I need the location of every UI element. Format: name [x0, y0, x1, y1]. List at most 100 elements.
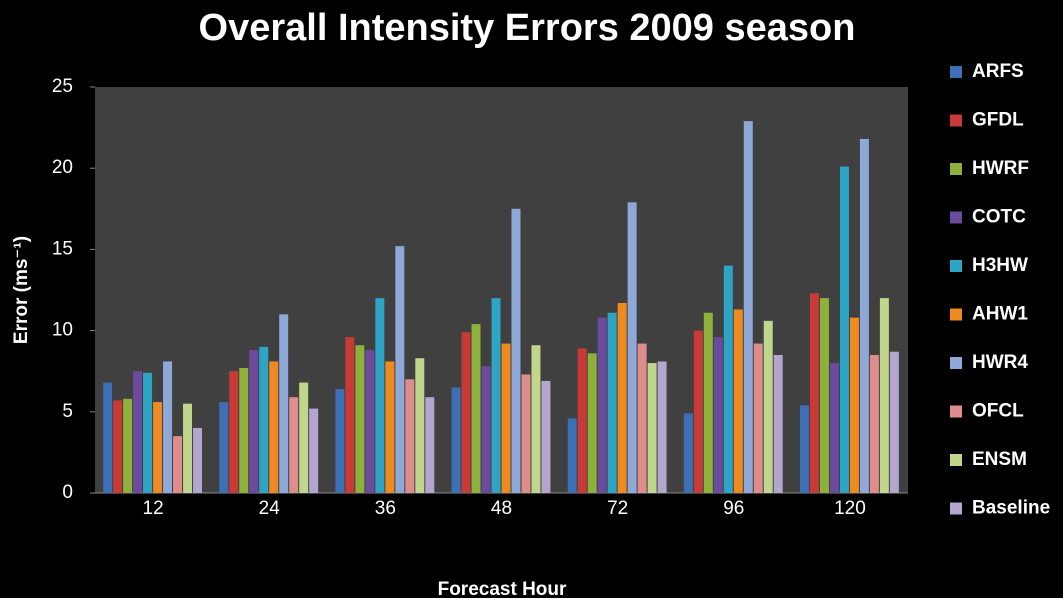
bar [249, 350, 259, 493]
bar [355, 345, 365, 493]
x-tick-label: 12 [143, 498, 164, 519]
bar [299, 382, 309, 493]
chart-title: Overall Intensity Errors 2009 season [199, 7, 856, 49]
bar [839, 166, 849, 494]
bar [123, 398, 133, 493]
y-tick-label: 25 [52, 76, 73, 97]
y-tick-label: 10 [52, 320, 73, 341]
bar [385, 361, 395, 493]
bar [743, 121, 753, 493]
bar [491, 298, 501, 493]
bar [501, 343, 511, 493]
bar [103, 382, 113, 493]
bar [471, 324, 481, 493]
bar [587, 353, 597, 493]
legend-swatch [950, 454, 962, 466]
bar [229, 371, 239, 493]
bar [279, 314, 289, 493]
legend-label: GFDL [972, 110, 1024, 131]
legend-swatch [950, 163, 962, 175]
bar [773, 354, 783, 493]
x-tick-label: 96 [723, 498, 744, 519]
bar [153, 402, 163, 493]
bar [451, 387, 461, 493]
bar [335, 389, 345, 493]
x-tick-label: 72 [607, 498, 628, 519]
bar [405, 379, 415, 493]
y-tick-label: 15 [52, 238, 73, 259]
legend-label: HWR4 [972, 352, 1028, 373]
legend-swatch [950, 211, 962, 224]
bar [193, 428, 203, 493]
legend-label: COTC [972, 207, 1026, 228]
bar [753, 343, 763, 493]
legend-swatch [950, 114, 962, 127]
bar [829, 363, 839, 493]
bar [879, 298, 889, 493]
x-tick-label: 120 [834, 498, 866, 519]
legend-swatch [950, 308, 962, 321]
bar [345, 337, 355, 493]
legend-label: AHW1 [972, 304, 1028, 325]
bar [531, 345, 541, 493]
bar [113, 400, 123, 493]
bar [809, 293, 819, 493]
bar [577, 348, 587, 493]
bar [799, 405, 809, 493]
legend-label: ARFS [972, 61, 1024, 82]
bar [617, 302, 627, 493]
bar [693, 330, 703, 493]
bar [647, 363, 657, 493]
bar [269, 361, 279, 493]
bar [713, 337, 723, 493]
bar [239, 367, 249, 493]
bar [461, 332, 471, 493]
bar [173, 436, 183, 493]
bar [143, 372, 153, 493]
bar [733, 309, 743, 493]
bar [133, 371, 143, 493]
legend-label: Baseline [972, 498, 1050, 519]
legend-swatch [950, 66, 962, 78]
bar [723, 265, 733, 493]
y-tick-label: 0 [62, 482, 73, 503]
bar [521, 374, 531, 493]
bar [869, 354, 879, 493]
bar [541, 380, 551, 493]
legend-swatch [950, 502, 962, 515]
y-tick-label: 20 [52, 157, 73, 178]
x-axis-label: Forecast Hour [438, 579, 567, 598]
bar [425, 397, 435, 493]
bar [481, 366, 491, 493]
bar [597, 317, 607, 493]
y-axis-label: Error (ms⁻¹) [11, 236, 32, 344]
bar [889, 351, 899, 493]
legend-label: HWRF [972, 158, 1029, 179]
bar [365, 350, 375, 493]
bar [163, 361, 173, 493]
bar [219, 402, 229, 493]
bar [637, 343, 647, 493]
bar [819, 298, 829, 493]
x-tick-label: 48 [491, 498, 512, 519]
bar [415, 358, 425, 493]
x-tick-label: 24 [259, 498, 281, 519]
bar [657, 361, 667, 493]
bar [763, 320, 773, 493]
bar [309, 408, 319, 493]
bar [259, 346, 269, 493]
legend-label: H3HW [972, 255, 1028, 276]
legend-swatch [950, 405, 962, 418]
y-tick-label: 5 [62, 401, 73, 422]
bar [567, 418, 577, 493]
legend-label: ENSM [972, 449, 1027, 470]
bar [703, 312, 713, 493]
bar [511, 208, 521, 494]
legend-label: OFCL [972, 401, 1024, 422]
legend-swatch [950, 357, 962, 369]
bar [859, 138, 869, 493]
x-tick-label: 36 [375, 498, 396, 519]
bar [183, 403, 193, 493]
bar [395, 246, 405, 493]
